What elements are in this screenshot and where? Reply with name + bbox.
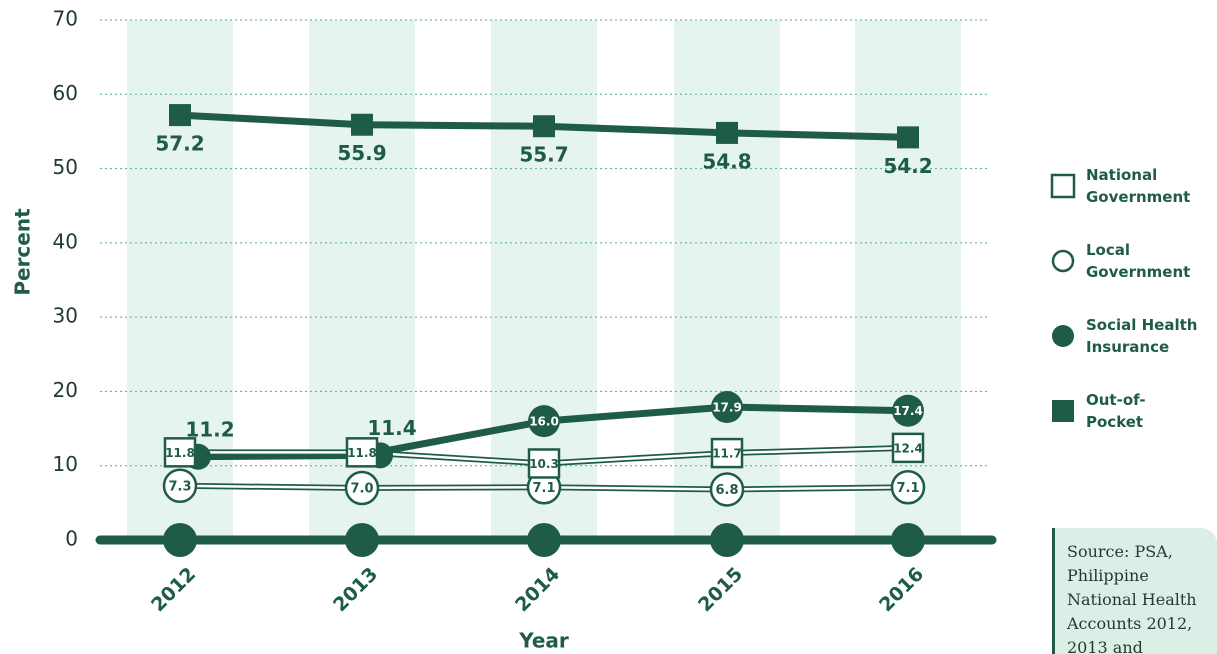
- legend-label: Out-of-Pocket: [1086, 390, 1146, 431]
- value-label: 11.8: [347, 446, 377, 460]
- marker: [345, 437, 379, 468]
- value-label: 54.8: [702, 149, 751, 173]
- marker: [344, 470, 380, 506]
- y-tick-label: 10: [53, 452, 78, 476]
- marker: [892, 394, 924, 427]
- source-note: Source: PSA, Philippine National Health …: [1052, 528, 1217, 654]
- x-tick-label: 2013: [329, 563, 382, 616]
- x-axis-title: Year: [518, 629, 569, 653]
- marker: [527, 448, 561, 479]
- value-label: 17.9: [712, 401, 742, 415]
- x-tick-label: 2012: [147, 563, 200, 616]
- value-label: 17.4: [893, 404, 923, 418]
- axis-node: [891, 523, 925, 557]
- legend-marker: [1052, 399, 1074, 422]
- legend-marker: [1050, 173, 1076, 198]
- value-label: 7.3: [168, 479, 191, 494]
- marker: [891, 432, 925, 464]
- axis-node: [345, 523, 379, 557]
- value-label: 16.0: [529, 415, 559, 429]
- marker: [709, 472, 745, 507]
- marker: [711, 391, 743, 424]
- legend-item: National Government: [1050, 148, 1217, 223]
- x-tick-label: 2015: [694, 563, 747, 616]
- marker: [351, 113, 373, 136]
- value-label: 11.7: [712, 447, 742, 461]
- y-tick-label: 0: [65, 527, 78, 551]
- legend-item: Local Government: [1050, 223, 1217, 298]
- marker: [897, 126, 919, 149]
- marker: [163, 437, 197, 468]
- value-label: 11.8: [165, 446, 195, 460]
- legend-marker: [1051, 249, 1075, 272]
- axis-node: [710, 523, 744, 557]
- x-tick-label: 2016: [875, 563, 928, 616]
- value-label: 54.2: [883, 154, 932, 178]
- value-label: 57.2: [155, 132, 204, 156]
- legend-marker: [1052, 324, 1074, 347]
- marker: [169, 104, 191, 127]
- marker: [890, 470, 926, 505]
- value-label: 7.1: [532, 481, 555, 496]
- y-tick-label: 50: [53, 155, 78, 179]
- marker: [528, 405, 560, 438]
- legend-label: Social Health Insurance: [1086, 315, 1198, 356]
- legend-label: National Government: [1086, 165, 1191, 206]
- y-tick-label: 30: [53, 304, 78, 328]
- marker: [162, 468, 198, 504]
- value-label: 55.7: [519, 143, 568, 167]
- value-label: 6.8: [715, 483, 738, 498]
- marker: [710, 437, 744, 469]
- y-tick-label: 70: [53, 7, 78, 31]
- value-label: 11.4: [367, 416, 416, 440]
- y-tick-label: 40: [53, 229, 78, 253]
- legend-swatch: [1050, 173, 1076, 198]
- legend-label: Local Government: [1086, 240, 1191, 281]
- value-label: 10.3: [529, 457, 559, 471]
- value-label: 7.1: [896, 481, 919, 496]
- legend-swatch: [1052, 324, 1074, 347]
- axis-node: [527, 523, 561, 557]
- legend-swatch: [1052, 399, 1074, 422]
- y-axis-title: Percent: [11, 208, 35, 296]
- value-label: 7.0: [350, 482, 373, 497]
- value-label: 12.4: [893, 441, 923, 455]
- legend-item: Out-of-Pocket: [1050, 373, 1217, 448]
- value-label: 55.9: [337, 141, 386, 165]
- marker: [533, 115, 555, 138]
- legend: National Government Local Government Socia…: [1050, 148, 1217, 448]
- legend-swatch: [1051, 249, 1075, 272]
- y-tick-label: 60: [53, 81, 78, 105]
- chart: Percent Year 0 10 20 30 40 50 60 70 2012 2013 2014…: [11, 7, 997, 653]
- y-tick-label: 20: [53, 378, 78, 402]
- marker: [716, 121, 738, 144]
- axis-node: [163, 523, 197, 557]
- legend-item: Social Health Insurance: [1050, 298, 1217, 373]
- x-tick-label: 2014: [511, 563, 564, 616]
